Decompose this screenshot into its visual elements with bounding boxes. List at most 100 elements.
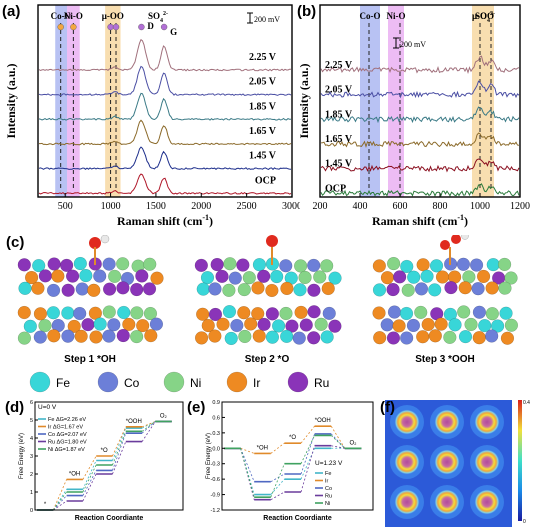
- atom: [73, 256, 87, 271]
- atom: [93, 269, 107, 283]
- atom: [400, 331, 414, 345]
- atomic-models: Step 1 *OH Step 2 *O Step 3 *OOH Fe Co Ni Ir Ru: [17, 235, 519, 393]
- legend-swatch: [163, 371, 185, 393]
- energy-connector: [270, 442, 285, 454]
- energy-connector: [240, 447, 255, 454]
- atom: [429, 259, 444, 273]
- atom: [280, 281, 294, 296]
- legend-label: Ni: [325, 501, 330, 507]
- atom: [38, 269, 53, 283]
- y-tick-label: 2: [30, 472, 33, 478]
- atom: [485, 307, 499, 321]
- atom: [102, 305, 116, 319]
- atom: [47, 329, 61, 343]
- step-caption: Step 1 *OH: [64, 354, 116, 365]
- series-label: 2.25 V: [249, 52, 277, 63]
- atom: [244, 317, 258, 331]
- atom: [435, 270, 450, 284]
- series-label: 1.65 V: [249, 126, 277, 137]
- oxygen-atom: [89, 237, 101, 249]
- atom: [237, 306, 251, 320]
- state-label: O₂: [160, 413, 168, 419]
- atom: [457, 305, 471, 319]
- energy-connector: [82, 464, 97, 493]
- atom: [472, 331, 486, 345]
- x-axis-label: Reaction Coordiante: [75, 515, 144, 522]
- atom: [294, 305, 308, 320]
- energy-connector: [112, 426, 127, 457]
- atom: [399, 306, 414, 321]
- series-label: OCP: [255, 175, 276, 186]
- y-axis-label: Intensity (a.u.): [300, 63, 311, 138]
- x-tick-label: 400: [353, 201, 368, 212]
- spectrum-line: [39, 119, 292, 146]
- atom: [386, 331, 401, 345]
- atom: [270, 269, 284, 284]
- x-tick-label: 2500: [237, 201, 257, 212]
- atom: [89, 330, 103, 344]
- atom: [149, 317, 164, 331]
- atom: [504, 318, 519, 332]
- oxygen-atom: [266, 235, 278, 247]
- atom: [252, 329, 266, 343]
- colorbar: [518, 400, 522, 521]
- atom: [61, 306, 75, 320]
- atom: [314, 317, 328, 331]
- atom: [280, 329, 294, 344]
- atom: [38, 319, 52, 333]
- energy-connector: [52, 479, 67, 511]
- atom: [456, 257, 471, 271]
- legend-label: Co: [124, 376, 140, 390]
- energy-connector: [141, 421, 156, 434]
- marker-3: [112, 23, 120, 31]
- spectrum-line: [38, 146, 292, 171]
- energy-connector: [270, 478, 285, 495]
- energy-connector: [240, 448, 255, 500]
- y-tick-label: 0.9: [212, 400, 220, 406]
- atom: [223, 257, 237, 271]
- atom: [142, 282, 157, 296]
- hydrogen-atom: [100, 235, 110, 244]
- atom: [504, 271, 518, 285]
- x-axis-label: Raman shift (cm-1): [372, 213, 468, 228]
- series-label: 1.85 V: [325, 109, 353, 120]
- atom: [47, 257, 61, 271]
- energy-connector: [82, 460, 97, 490]
- marker-label: D: [147, 21, 154, 31]
- colorbar-min-label: 0: [523, 519, 526, 525]
- atom: [472, 305, 487, 319]
- atom: [67, 319, 81, 334]
- atom: [257, 317, 271, 332]
- atom: [428, 329, 442, 343]
- atom: [299, 318, 313, 332]
- y-tick-label: 3: [30, 454, 33, 460]
- y-axis-label: Free Energy (eV): [19, 433, 25, 479]
- atom: [116, 281, 130, 295]
- marker-2: [107, 23, 114, 31]
- y-tick-label: -1.2: [211, 508, 220, 514]
- atom-density: [394, 409, 420, 435]
- energy-connector: [141, 421, 156, 442]
- y-tick-label: 1: [30, 490, 33, 496]
- atom: [24, 270, 39, 285]
- atom: [292, 331, 306, 345]
- atom: [208, 282, 222, 296]
- atom: [31, 281, 45, 295]
- energy-connector: [270, 491, 285, 501]
- atom: [478, 318, 492, 333]
- band-label: Ni-O: [387, 11, 406, 21]
- x-axis-label: Reaction Coordiante: [263, 515, 332, 522]
- series-label: 2.05 V: [249, 77, 277, 88]
- scale-bar-label: 200 mV: [400, 40, 426, 49]
- atom: [224, 331, 238, 346]
- y-tick-label: 0.3: [212, 431, 220, 437]
- atom: [107, 318, 121, 332]
- atom: [293, 259, 308, 273]
- atom: [33, 330, 47, 344]
- atom: [271, 319, 286, 333]
- state-label: *OOH: [126, 419, 142, 425]
- y-tick-label: -0.6: [211, 477, 220, 483]
- atom: [414, 282, 429, 296]
- atom: [88, 306, 103, 320]
- spectrum-line: [38, 65, 292, 97]
